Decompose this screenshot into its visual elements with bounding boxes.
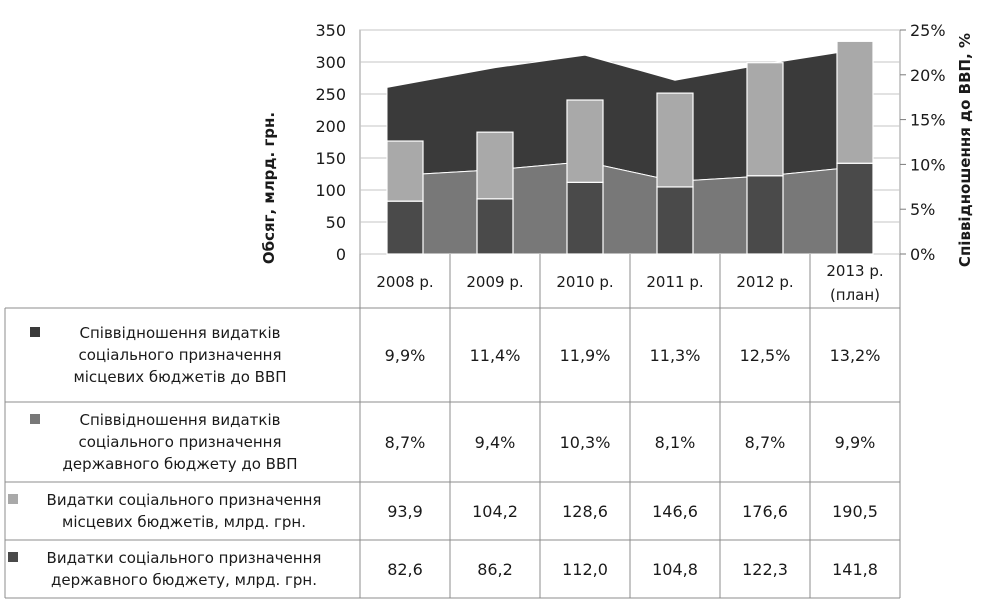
legend-label: Співвідношення видатків <box>80 411 281 429</box>
legend-label: державного бюджету до ВВП <box>62 455 297 473</box>
bar-state-budget <box>836 162 874 255</box>
table-cell-value: 93,9 <box>387 502 423 521</box>
table-cell-value: 112,0 <box>562 560 608 579</box>
table-cell-value: 11,3% <box>650 346 701 365</box>
y-left-tick-label: 300 <box>315 53 346 72</box>
y-right-tick-label: 15% <box>910 111 946 130</box>
table-cell-value: 8,1% <box>655 433 696 452</box>
table-cell-value: 86,2 <box>477 560 513 579</box>
bar-local-budget <box>656 92 694 188</box>
table-cell-value: 9,9% <box>835 433 876 452</box>
table-cell-value: 141,8 <box>832 560 878 579</box>
legend-label: місцевих бюджетів, млрд. грн. <box>62 513 306 531</box>
legend-key <box>8 494 18 504</box>
table-cell-value: 9,9% <box>385 346 426 365</box>
area-state-ratio <box>386 161 874 255</box>
legend-label: Співвідношення видатків <box>80 324 281 342</box>
y-left-axis-title: Обсяг, млрд. грн. <box>260 112 278 264</box>
x-category-label: 2012 р. <box>736 273 793 291</box>
legend-key <box>30 414 40 424</box>
table-cell-value: 8,7% <box>385 433 426 452</box>
table-cell-value: 122,3 <box>742 560 788 579</box>
y-left-tick-label: 200 <box>315 117 346 136</box>
y-right-axis-title: Співвідношення до ВВП, % <box>956 33 974 267</box>
y-right-tick-label: 10% <box>910 155 946 174</box>
x-category-label: 2010 р. <box>556 273 613 291</box>
bar-state-budget <box>476 198 514 255</box>
table-cell-value: 176,6 <box>742 502 788 521</box>
x-category-label: 2008 р. <box>376 273 433 291</box>
y-left-tick-label: 150 <box>315 149 346 168</box>
x-category-label: 2009 р. <box>466 273 523 291</box>
bar-state-budget <box>386 200 424 255</box>
table-cell-value: 13,2% <box>830 346 881 365</box>
bar-state-budget <box>746 175 784 255</box>
table-cell-value: 11,9% <box>560 346 611 365</box>
y-right-tick-label: 20% <box>910 66 946 85</box>
table-cell-value: 146,6 <box>652 502 698 521</box>
table-cell-value: 104,2 <box>472 502 518 521</box>
bar-local-budget <box>566 99 604 183</box>
y-left-tick-label: 50 <box>326 213 346 232</box>
legend-label: місцевих бюджетів до ВВП <box>73 368 286 386</box>
y-left-tick-label: 0 <box>336 245 346 264</box>
y-right-tick-label: 0% <box>910 245 935 264</box>
legend-label: соціального призначення <box>78 433 281 451</box>
legend-key <box>8 552 18 562</box>
table-cell-value: 10,3% <box>560 433 611 452</box>
x-category-label: 2011 р. <box>646 273 703 291</box>
bar-state-budget <box>566 181 604 255</box>
table-cell-value: 104,8 <box>652 560 698 579</box>
x-category-label: (план) <box>830 286 880 304</box>
table-cell-value: 128,6 <box>562 502 608 521</box>
y-left-tick-label: 250 <box>315 85 346 104</box>
y-left-tick-label: 350 <box>315 21 346 40</box>
table-cell-value: 9,4% <box>475 433 516 452</box>
bar-local-budget <box>746 62 784 177</box>
bar-state-budget <box>656 186 694 255</box>
legend-label: соціального призначення <box>78 346 281 364</box>
x-category-label: 2013 р. <box>826 262 883 280</box>
table-cell-value: 11,4% <box>470 346 521 365</box>
y-right-tick-label: 25% <box>910 21 946 40</box>
table-cell-value: 8,7% <box>745 433 786 452</box>
table-cell-value: 190,5 <box>832 502 878 521</box>
y-left-tick-label: 100 <box>315 181 346 200</box>
y-right-tick-label: 5% <box>910 200 935 219</box>
table-cell-value: 82,6 <box>387 560 423 579</box>
legend-key <box>30 327 40 337</box>
legend-label: Видатки соціального призначення <box>47 549 322 567</box>
bar-local-budget <box>836 40 874 164</box>
legend-label: державного бюджету, млрд. грн. <box>51 571 317 589</box>
table-cell-value: 12,5% <box>740 346 791 365</box>
bar-local-budget <box>476 131 514 200</box>
bar-local-budget <box>386 140 424 202</box>
legend-label: Видатки соціального призначення <box>47 491 322 509</box>
